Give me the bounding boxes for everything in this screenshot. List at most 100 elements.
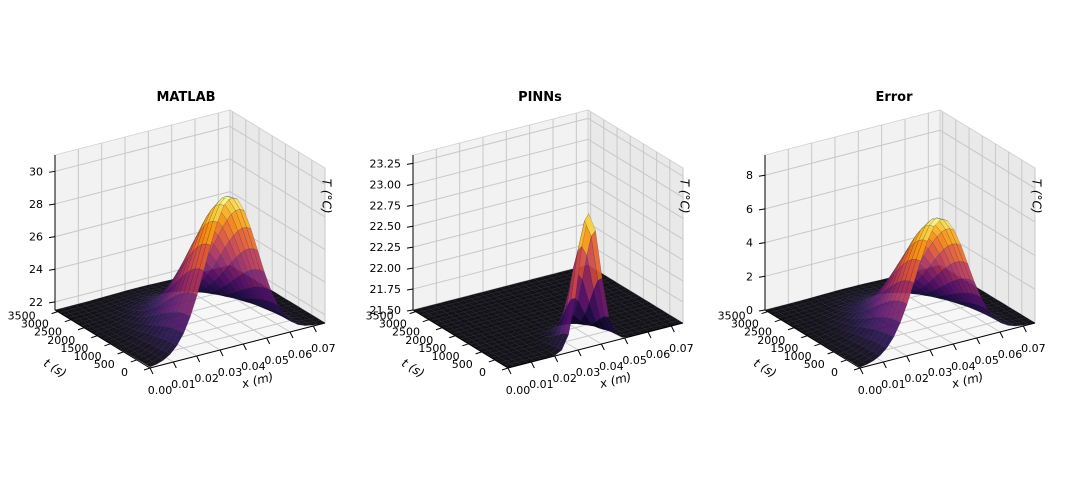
t-tick-mark (827, 351, 834, 355)
grid-line (412, 117, 589, 164)
z-tick-label: 24 (29, 263, 43, 276)
t-tick-label: 3000 (379, 318, 407, 331)
x-tick-label: 0.00 (858, 384, 883, 397)
grid-line (412, 201, 589, 248)
t-tick-label: 2500 (34, 326, 62, 339)
t-tick-label: 2000 (757, 334, 785, 347)
surface (54, 195, 326, 368)
t-tick-label: 500 (452, 358, 473, 371)
z-tick-label: 6 (746, 203, 753, 216)
t-axis-label: t (s) (399, 356, 427, 381)
z-tick-label: 0 (746, 304, 753, 317)
x-tick-label: 0.07 (311, 342, 336, 355)
z-tick-mark (48, 170, 56, 173)
x-tick-mark (929, 349, 934, 357)
t-tick-label: 2500 (744, 326, 772, 339)
t-tick-label: 2500 (392, 326, 420, 339)
z-tick-label: 8 (746, 169, 753, 182)
t-tick-mark (130, 359, 137, 363)
x-tick-mark (600, 343, 605, 351)
z-tick-mark (48, 268, 56, 271)
t-tick-mark (143, 367, 151, 371)
grid-line (587, 243, 684, 303)
x-tick-mark (219, 349, 224, 357)
x-tick-label: 0.04 (951, 360, 976, 373)
grid-line (764, 197, 941, 244)
t-tick-label: 3500 (718, 310, 746, 323)
x-tick-mark (172, 361, 177, 369)
t-tick-mark (104, 343, 111, 347)
z-tick-label: 26 (29, 231, 43, 244)
x-tick-mark (149, 367, 154, 375)
subplot-title: Error (875, 90, 913, 105)
x-tick-label: 0.04 (599, 360, 624, 373)
z-tick-mark (758, 275, 766, 278)
grid-line (587, 117, 684, 177)
x-tick-label: 0.05 (264, 354, 289, 367)
grid-line (412, 180, 589, 227)
x-tick-mark (242, 343, 247, 351)
z-tick-mark (406, 288, 414, 291)
x-tick-mark (530, 361, 535, 369)
z-tick-label: 21.75 (370, 283, 402, 296)
grid-line (412, 159, 589, 206)
grid-line (587, 138, 684, 198)
x-tick-label: 0.00 (148, 384, 173, 397)
surface-patch (291, 306, 304, 312)
grid-line (412, 138, 589, 185)
t-tick-mark (787, 327, 795, 331)
surface-patch (997, 304, 1010, 309)
x-tick-mark (882, 361, 887, 369)
x-tick-label: 0.05 (622, 354, 647, 367)
z-tick-mark (758, 174, 766, 177)
grid-line (229, 191, 326, 251)
z-tick-mark (406, 183, 414, 186)
z-tick-label: 22.75 (370, 199, 402, 212)
x-tick-mark (906, 355, 911, 363)
t-tick-label: 1500 (60, 342, 88, 355)
t-tick-mark (409, 311, 416, 315)
z-tick-label: 22 (29, 296, 43, 309)
x-tick-label: 0.02 (194, 372, 219, 385)
z-tick-label: 23.25 (370, 157, 402, 170)
t-tick-label: 0 (479, 366, 486, 379)
x-tick-label: 0.06 (288, 348, 313, 361)
z-tick-label: 22.00 (370, 262, 402, 275)
x-tick-label: 0.06 (998, 348, 1023, 361)
z-tick-mark (48, 203, 56, 206)
grid-line (939, 197, 1036, 257)
t-tick-label: 2000 (405, 334, 433, 347)
t-tick-mark (774, 319, 781, 323)
t-tick-label: 3500 (8, 310, 36, 323)
t-tick-mark (117, 351, 124, 355)
z-tick-mark (48, 236, 56, 239)
surface-patch (984, 296, 997, 302)
t-tick-mark (488, 359, 495, 363)
surface-patch (988, 298, 1002, 304)
grid-line (764, 129, 941, 176)
t-tick-mark (761, 311, 768, 315)
x-tick-mark (1022, 325, 1027, 333)
t-tick-label: 2000 (47, 334, 75, 347)
grid-line (229, 125, 326, 185)
surface-patch (278, 298, 292, 304)
subplot-pinns: PINNs 0.000.010.020.030.040.050.060.07 0 50… (366, 90, 694, 397)
z-tick-mark (406, 204, 414, 207)
x-tick-label: 0.03 (218, 366, 243, 379)
z-tick-mark (406, 267, 414, 270)
surface-patch (610, 283, 624, 289)
t-tick-mark (814, 343, 821, 347)
grid-line (587, 201, 684, 261)
x-tick-mark (577, 349, 582, 357)
t-tick-label: 500 (804, 358, 825, 371)
surface-patch (980, 293, 993, 299)
grid-line (764, 230, 941, 277)
surface (412, 213, 684, 369)
t-tick-label: 1500 (770, 342, 798, 355)
z-tick-label: 2 (746, 270, 753, 283)
t-tick-mark (462, 343, 469, 347)
grid-line (54, 158, 231, 205)
x-tick-mark (859, 367, 864, 375)
t-tick-mark (64, 319, 71, 323)
